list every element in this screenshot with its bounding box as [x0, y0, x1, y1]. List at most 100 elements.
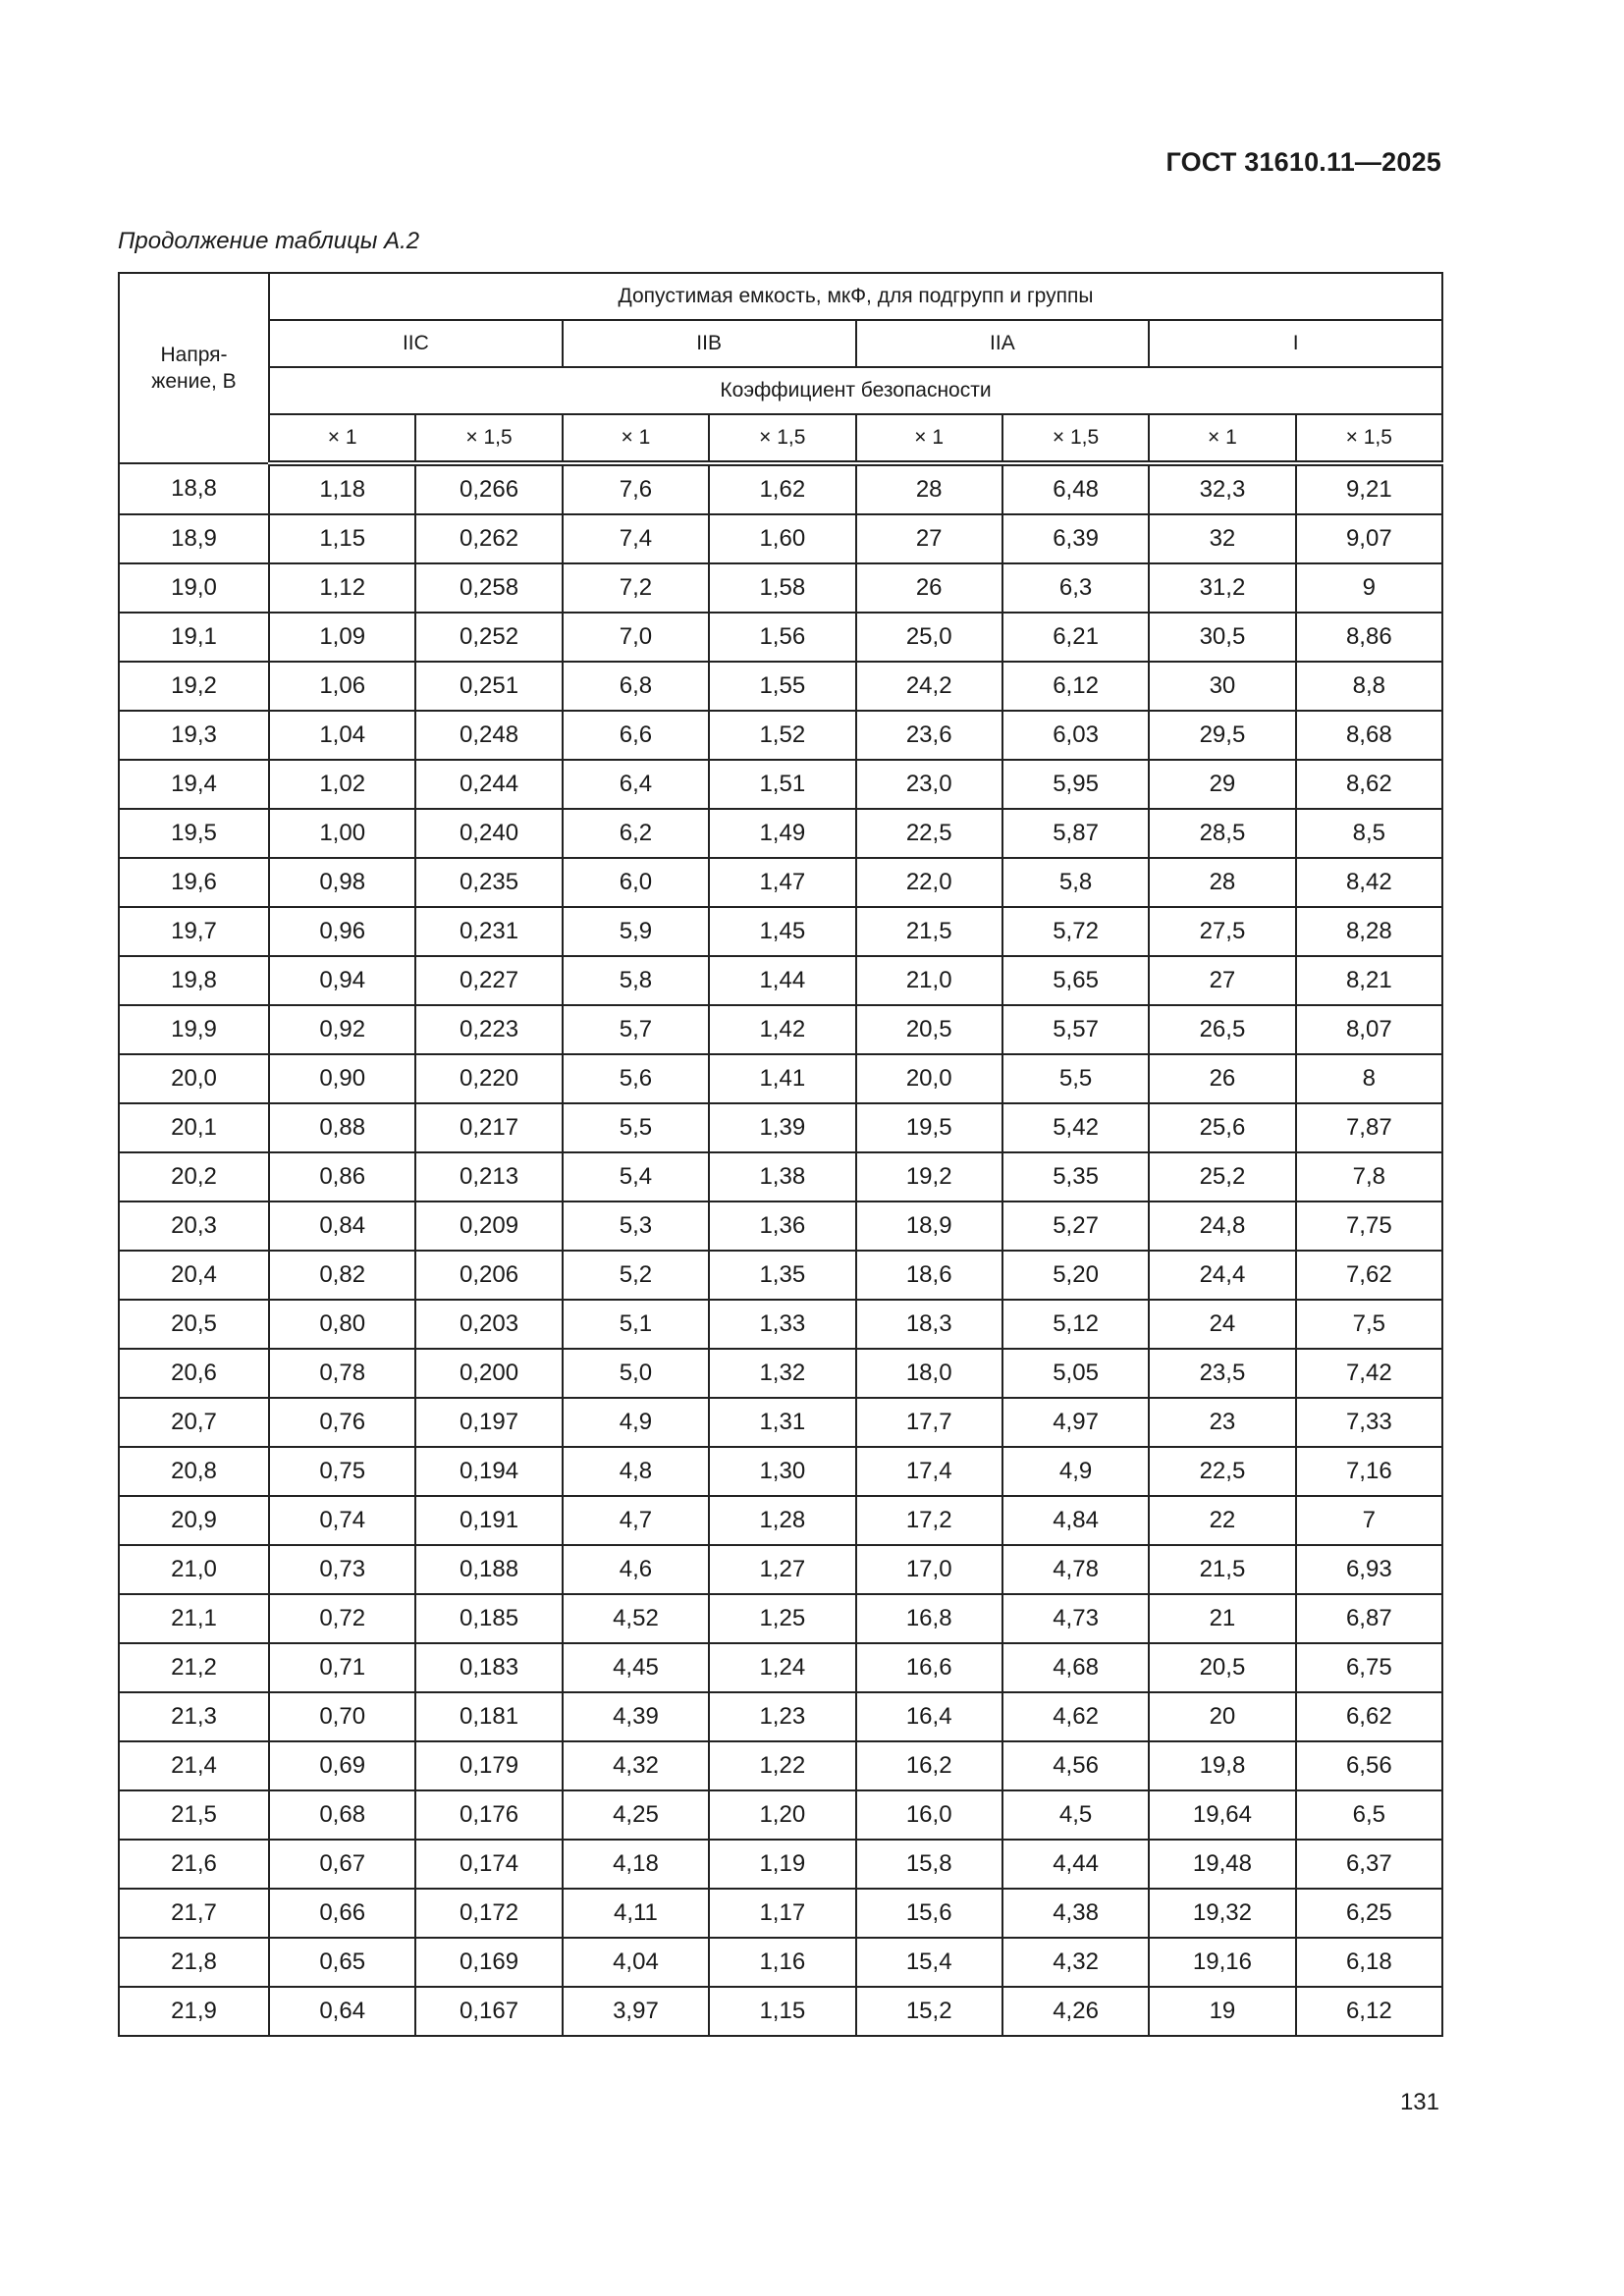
capacity-cell: 0,94 [267, 955, 417, 1006]
capacity-cell: 24,4 [1148, 1250, 1297, 1301]
capacity-cell: 6,6 [561, 710, 711, 761]
capacity-cell: 1,16 [708, 1937, 857, 1988]
capacity-cell: 1,04 [267, 710, 417, 761]
capacity-cell: 1,38 [708, 1151, 857, 1202]
table-row: 18,9 1,15 0,262 7,4 1,60 27 6,39 32 9,07 [118, 513, 1444, 564]
capacity-cell: 28 [854, 462, 1003, 515]
capacity-cell: 20,0 [854, 1053, 1003, 1104]
capacity-cell: 1,02 [267, 759, 417, 810]
capacity-cell: 8,62 [1294, 759, 1444, 810]
capacity-cell: 1,45 [708, 906, 857, 957]
table-row: 20,7 0,76 0,197 4,9 1,31 17,7 4,97 23 7,33 [118, 1397, 1444, 1448]
capacity-cell: 5,7 [561, 1004, 711, 1055]
capacity-cell: 1,35 [708, 1250, 857, 1301]
voltage-cell: 19,5 [118, 808, 270, 859]
capacity-cell: 7,8 [1294, 1151, 1444, 1202]
capacity-cell: 4,25 [561, 1789, 711, 1841]
capacity-cell: 5,0 [561, 1348, 711, 1399]
capacity-cell: 1,41 [708, 1053, 857, 1104]
capacity-cell: 8,8 [1294, 661, 1444, 712]
capacity-cell: 29,5 [1148, 710, 1297, 761]
capacity-cell: 1,15 [267, 513, 417, 564]
capacity-cell: 4,9 [1001, 1446, 1151, 1497]
capacity-cell: 0,76 [267, 1397, 417, 1448]
voltage-cell: 21,1 [118, 1593, 270, 1644]
capacity-cell: 16,2 [854, 1740, 1003, 1791]
capacity-cell: 5,4 [561, 1151, 711, 1202]
capacity-cell: 5,27 [1001, 1201, 1151, 1252]
capacity-cell: 22 [1148, 1495, 1297, 1546]
capacity-cell: 6,39 [1001, 513, 1151, 564]
table-row: 19,7 0,96 0,231 5,9 1,45 21,5 5,72 27,5 8,28 [118, 906, 1444, 957]
capacity-cell: 25,2 [1148, 1151, 1297, 1202]
capacity-cell: 6,87 [1294, 1593, 1444, 1644]
capacity-cell: 0,172 [414, 1888, 564, 1939]
capacity-cell: 0,72 [267, 1593, 417, 1644]
table-row: 21,1 0,72 0,185 4,52 1,25 16,8 4,73 21 6,87 [118, 1593, 1444, 1644]
capacity-cell: 1,06 [267, 661, 417, 712]
capacity-cell: 0,209 [414, 1201, 564, 1252]
capacity-cell: 0,90 [267, 1053, 417, 1104]
capacity-cell: 1,60 [708, 513, 857, 564]
page-number: 131 [1399, 2089, 1439, 2115]
voltage-cell: 20,4 [118, 1250, 270, 1301]
document-code: ГОСТ 31610.11—2025 [1165, 147, 1441, 177]
capacity-cell: 0,206 [414, 1250, 564, 1301]
capacity-cell: 7,5 [1294, 1299, 1444, 1350]
capacity-cell: 0,66 [267, 1888, 417, 1939]
factor-header: × 1,5 [414, 413, 564, 466]
capacity-cell: 15,2 [854, 1986, 1003, 2037]
table-row: 20,9 0,74 0,191 4,7 1,28 17,2 4,84 22 7 [118, 1495, 1444, 1546]
capacity-cell: 5,72 [1001, 906, 1151, 957]
capacity-cell: 0,252 [414, 612, 564, 663]
capacity-cell: 7,6 [561, 462, 711, 515]
voltage-cell: 21,4 [118, 1740, 270, 1791]
capacity-cell: 19,5 [854, 1102, 1003, 1153]
capacity-cell: 1,23 [708, 1691, 857, 1742]
capacity-cell: 26 [1148, 1053, 1297, 1104]
capacity-cell: 17,2 [854, 1495, 1003, 1546]
table-row: 19,9 0,92 0,223 5,7 1,42 20,5 5,57 26,5 8,07 [118, 1004, 1444, 1055]
table-row: 19,2 1,06 0,251 6,8 1,55 24,2 6,12 30 8,8 [118, 661, 1444, 712]
factor-header: × 1,5 [1001, 413, 1151, 466]
capacity-cell: 1,58 [708, 562, 857, 614]
capacity-cell: 0,88 [267, 1102, 417, 1153]
voltage-cell: 21,8 [118, 1937, 270, 1988]
capacity-cell: 27 [1148, 955, 1297, 1006]
capacity-cell: 19,48 [1148, 1839, 1297, 1890]
capacity-cell: 4,84 [1001, 1495, 1151, 1546]
capacity-cell: 5,5 [1001, 1053, 1151, 1104]
capacity-cell: 5,20 [1001, 1250, 1151, 1301]
voltage-cell: 18,8 [118, 462, 270, 515]
capacity-cell: 21 [1148, 1593, 1297, 1644]
voltage-cell: 21,9 [118, 1986, 270, 2037]
voltage-cell: 20,1 [118, 1102, 270, 1153]
capacity-cell: 5,8 [561, 955, 711, 1006]
capacity-cell: 0,181 [414, 1691, 564, 1742]
capacity-cell: 0,179 [414, 1740, 564, 1791]
capacity-cell: 19,16 [1148, 1937, 1297, 1988]
capacity-cell: 18,6 [854, 1250, 1003, 1301]
capacity-cell: 8,5 [1294, 808, 1444, 859]
capacity-cell: 4,5 [1001, 1789, 1151, 1841]
table-row: 19,6 0,98 0,235 6,0 1,47 22,0 5,8 28 8,42 [118, 857, 1444, 908]
capacity-cell: 0,223 [414, 1004, 564, 1055]
capacity-cell: 4,04 [561, 1937, 711, 1988]
table-row: 21,7 0,66 0,172 4,11 1,17 15,6 4,38 19,32 6,25 [118, 1888, 1444, 1939]
capacity-cell: 1,24 [708, 1642, 857, 1693]
voltage-cell: 20,7 [118, 1397, 270, 1448]
capacity-cell: 1,52 [708, 710, 857, 761]
capacity-cell: 0,169 [414, 1937, 564, 1988]
capacity-cell: 7,75 [1294, 1201, 1444, 1252]
voltage-cell: 20,5 [118, 1299, 270, 1350]
capacity-cell: 6,37 [1294, 1839, 1444, 1890]
capacity-cell: 1,17 [708, 1888, 857, 1939]
capacity-cell: 6,62 [1294, 1691, 1444, 1742]
capacity-cell: 4,32 [1001, 1937, 1151, 1988]
capacity-cell: 24,8 [1148, 1201, 1297, 1252]
capacity-cell: 1,30 [708, 1446, 857, 1497]
capacity-cell: 4,56 [1001, 1740, 1151, 1791]
capacity-cell: 6,21 [1001, 612, 1151, 663]
table-row: 19,1 1,09 0,252 7,0 1,56 25,0 6,21 30,5 8,86 [118, 612, 1444, 663]
capacity-cell: 23,5 [1148, 1348, 1297, 1399]
